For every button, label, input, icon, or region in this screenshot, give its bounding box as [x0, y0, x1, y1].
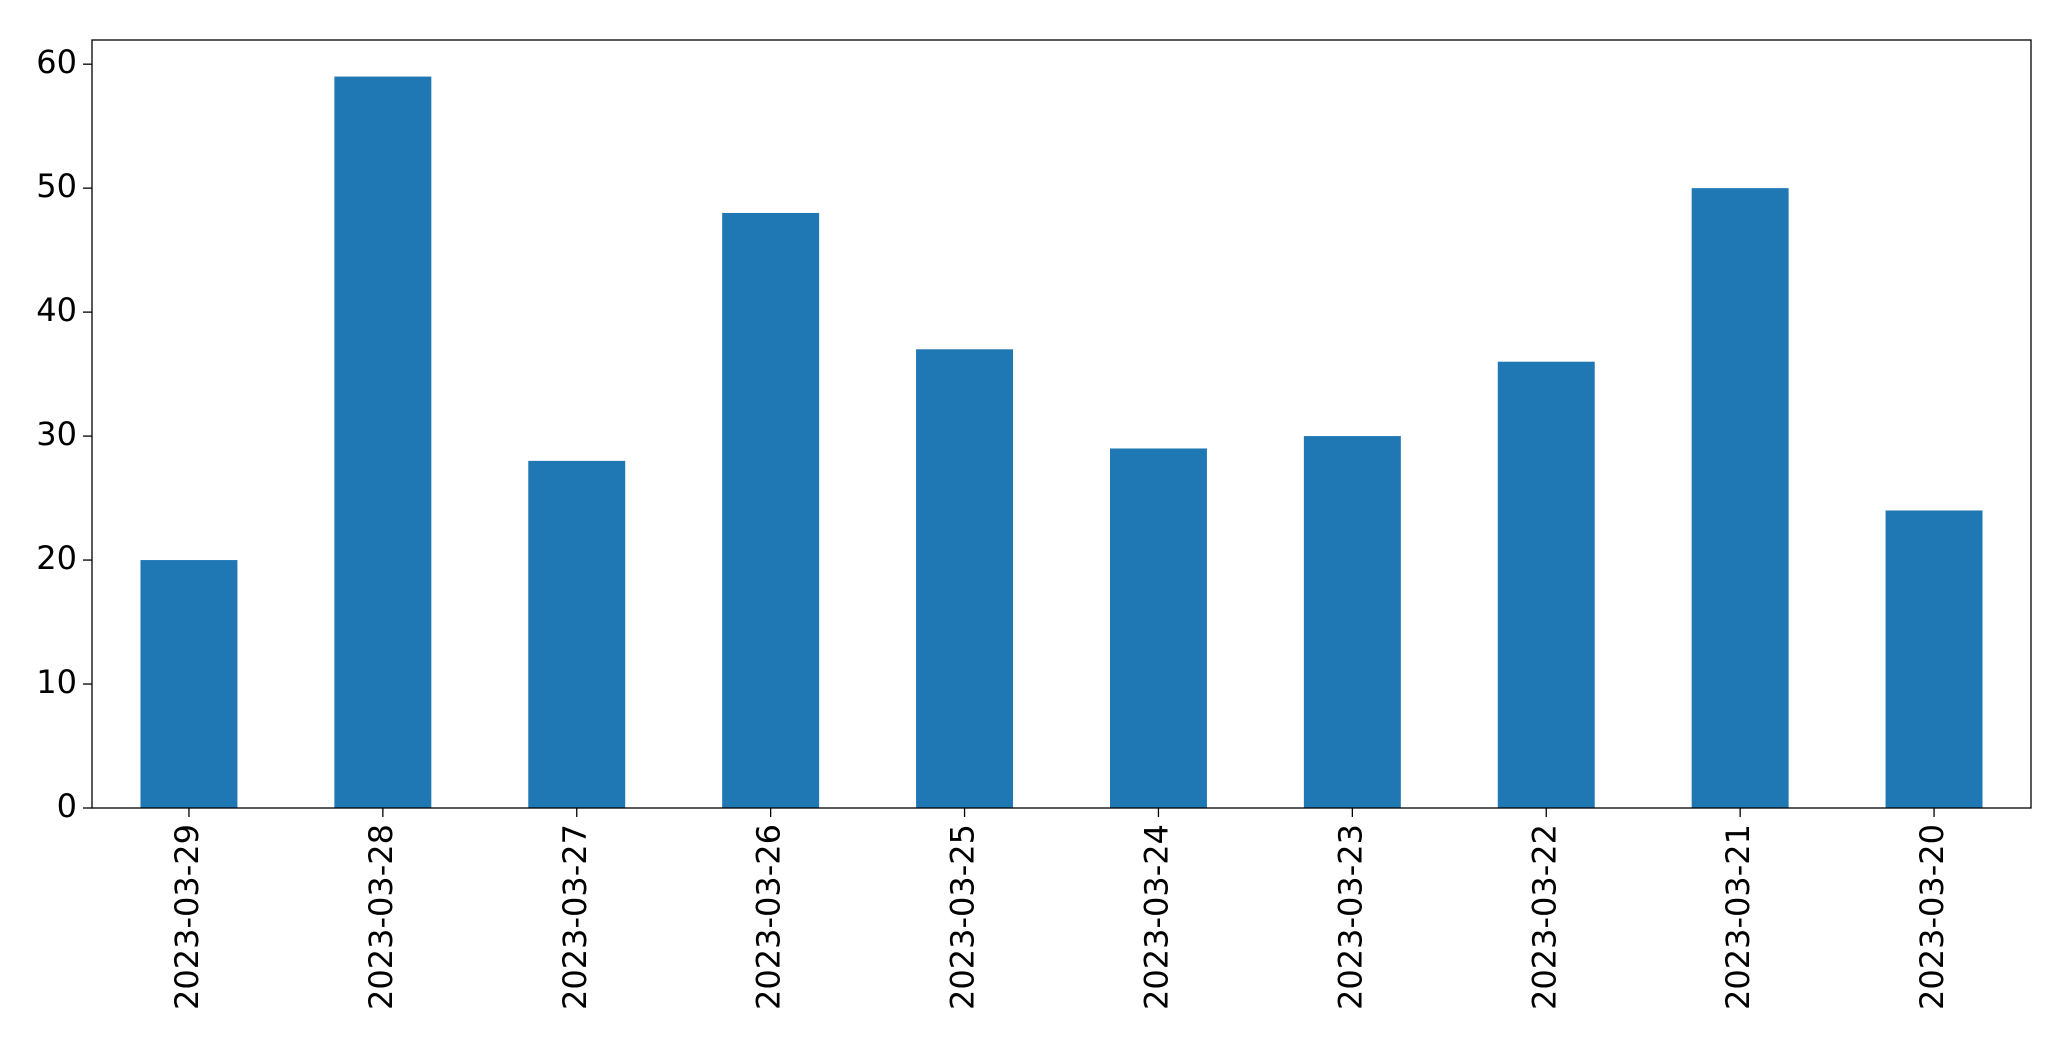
y-tick-label: 10 — [36, 663, 77, 701]
x-tick-label: 2023-03-22 — [1525, 824, 1563, 1010]
bar — [1691, 188, 1789, 809]
x-tick-label: 2023-03-24 — [1137, 824, 1175, 1010]
y-tick-label: 40 — [36, 291, 77, 329]
bar — [916, 349, 1014, 808]
x-tick-label: 2023-03-27 — [556, 824, 594, 1010]
y-tick-label: 20 — [36, 539, 77, 577]
bar — [722, 212, 820, 809]
bar — [528, 460, 626, 808]
y-tick-label: 50 — [36, 167, 77, 205]
x-tick-label: 2023-03-26 — [750, 824, 788, 1010]
bar — [140, 560, 238, 808]
x-tick-label: 2023-03-28 — [362, 824, 400, 1010]
y-tick-label: 30 — [36, 415, 77, 453]
bar — [1885, 510, 1983, 808]
x-tick-label: 2023-03-21 — [1719, 824, 1757, 1010]
bar — [1109, 448, 1207, 808]
x-tick-label: 2023-03-20 — [1913, 824, 1951, 1010]
x-tick-label: 2023-03-23 — [1331, 824, 1369, 1010]
bar — [1303, 436, 1401, 808]
x-tick-label: 2023-03-25 — [944, 824, 982, 1010]
x-tick-label: 2023-03-29 — [168, 824, 206, 1010]
bar — [334, 76, 432, 809]
y-tick-label: 60 — [36, 43, 77, 81]
bar — [1497, 361, 1595, 808]
y-tick-label: 0 — [57, 787, 77, 825]
plot-frame — [91, 39, 2032, 809]
